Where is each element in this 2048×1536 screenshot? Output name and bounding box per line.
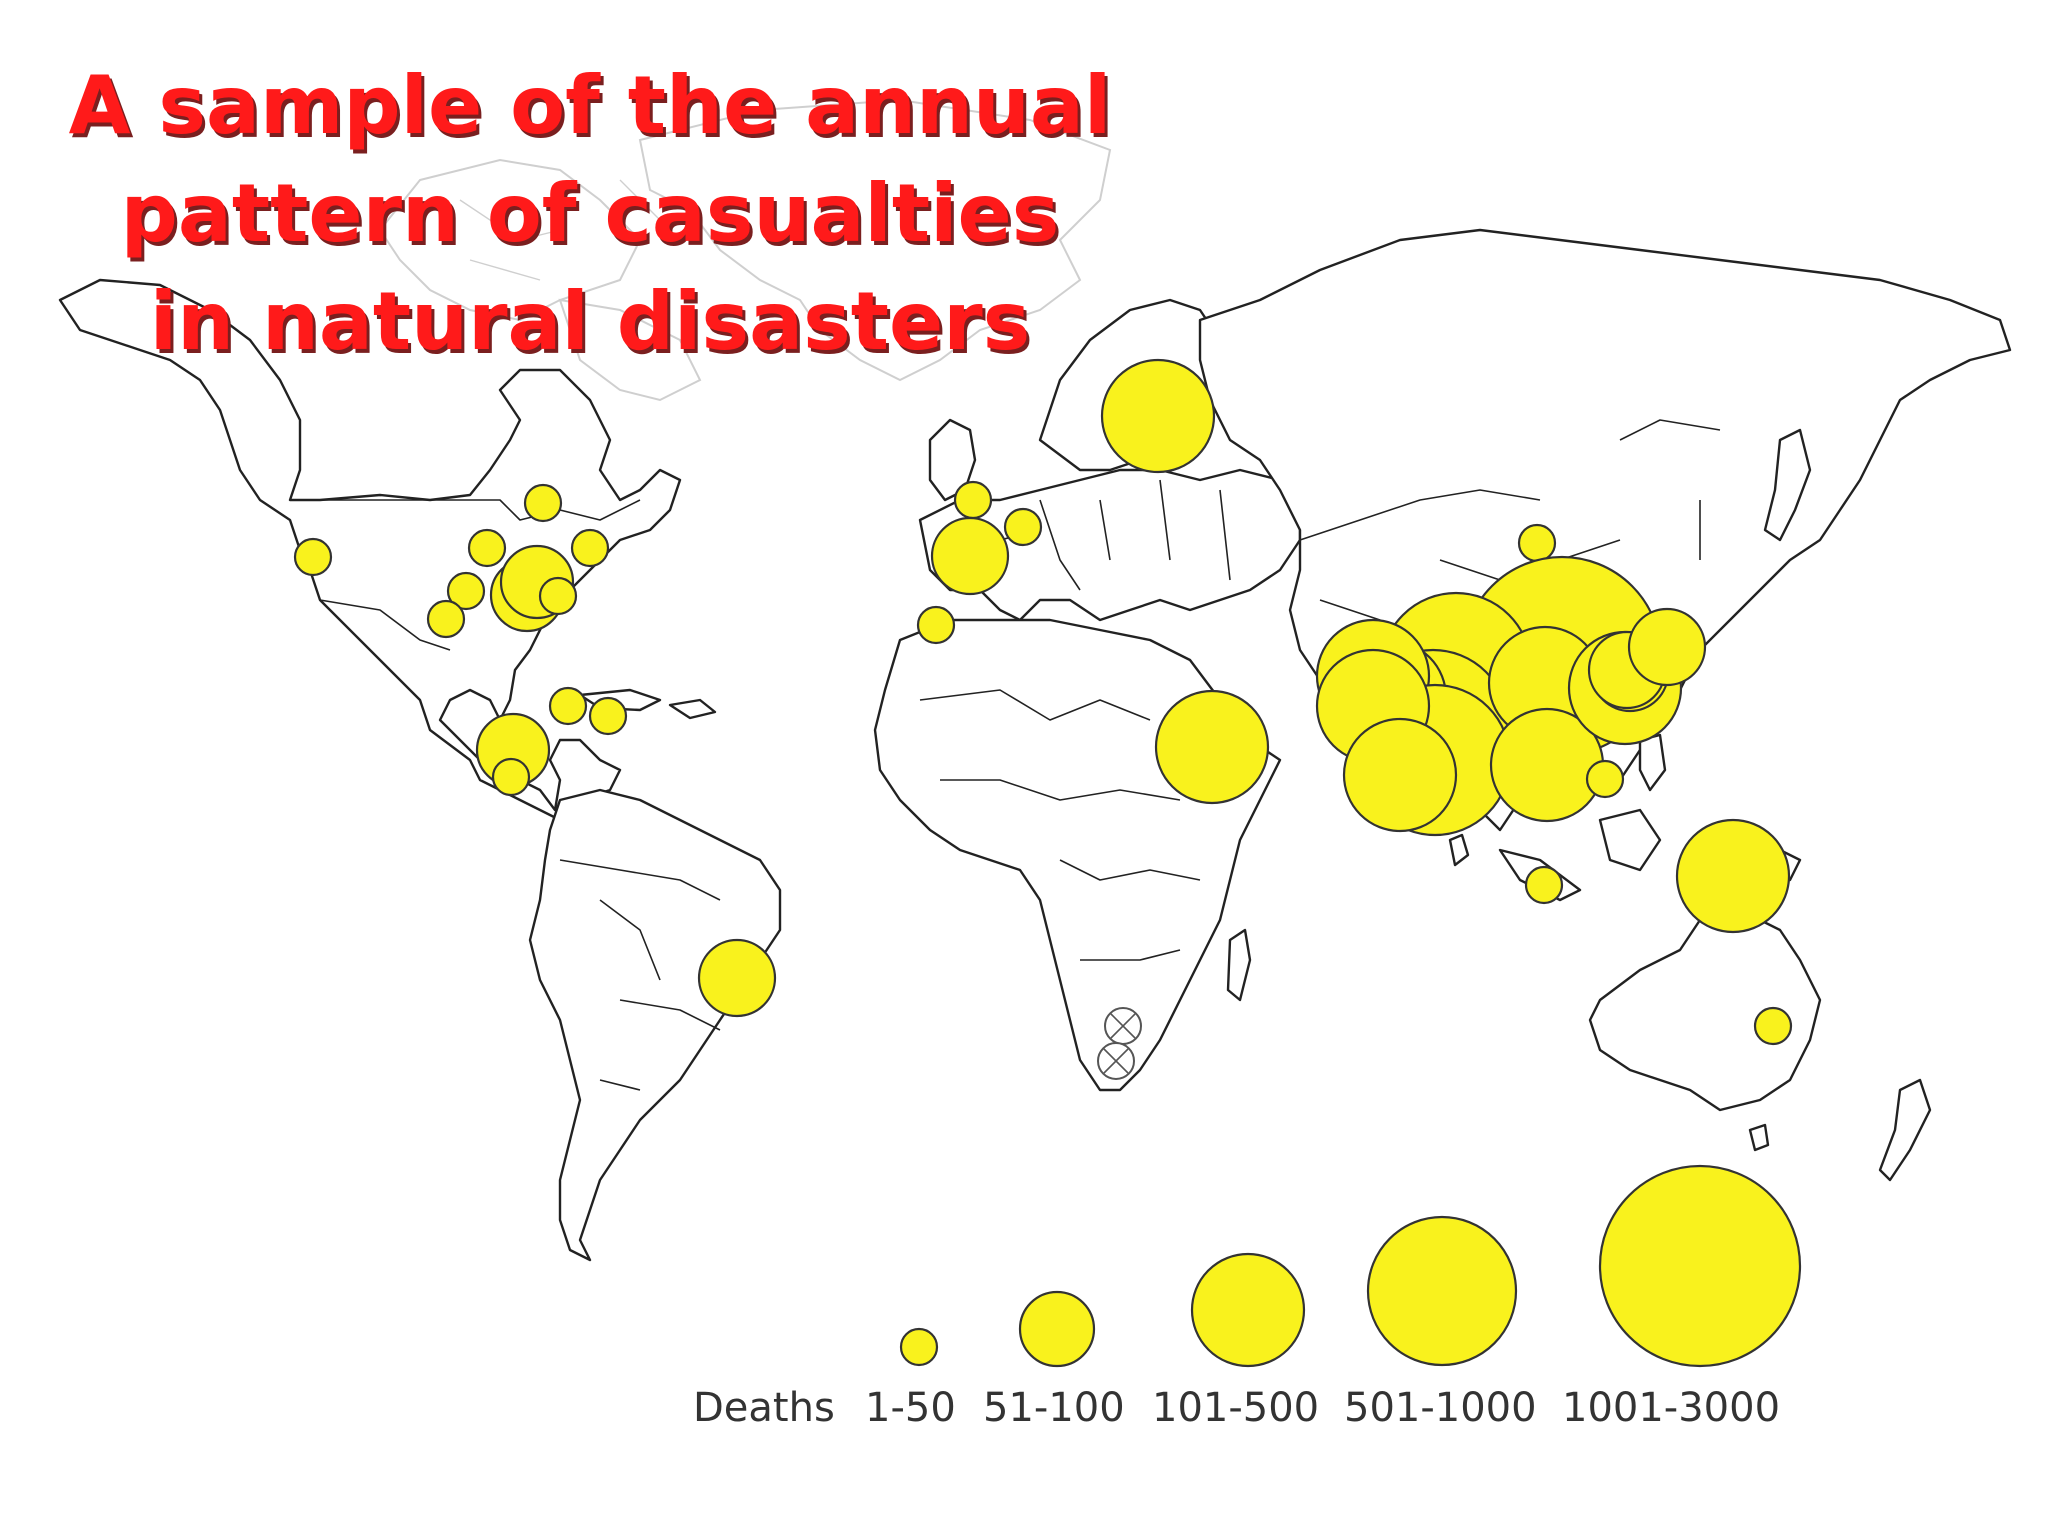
south-america-shape [528, 788, 782, 1262]
baffin-island [558, 298, 702, 402]
bubble-russia [1100, 358, 1216, 474]
legend: Deaths 1-50 51-100 101-500 501-1000 1001… [693, 1164, 1802, 1431]
disaster-bubbles [293, 358, 1793, 1080]
bubble-southern-africa-1 [1104, 1007, 1142, 1045]
bubble-ethiopia [1154, 689, 1270, 805]
tasmania [1748, 1123, 1770, 1152]
bubble-eastern-australia [1753, 1006, 1793, 1046]
legend-bubble-51-100 [1018, 1290, 1096, 1368]
title-line-2: pattern of casualties [120, 167, 1060, 260]
bubble-central-america-2 [491, 757, 531, 797]
bubble-southern-africa-2 [1097, 1042, 1135, 1080]
south-america [528, 788, 782, 1262]
legend-bubble-101-500 [1190, 1252, 1306, 1368]
bubble-papua-new-guinea [1675, 818, 1791, 934]
bubble-northeast-us [570, 528, 610, 568]
bubble-southern-india [1342, 717, 1458, 833]
bubble-brazil [697, 938, 777, 1018]
asia [1198, 228, 2012, 902]
australia-shape [1588, 908, 1822, 1112]
europe-mainland [918, 468, 1302, 622]
legend-bubble-1-50 [899, 1327, 939, 1367]
bubble-western-us [293, 537, 333, 577]
arctic-islands [378, 98, 1112, 402]
bubble-japan-korea [1627, 607, 1707, 687]
legend-label-501-1000: 501-1000 [1344, 1385, 1537, 1431]
legend-bubble-1001-3000 [1598, 1164, 1802, 1368]
bubble-southern-us-1 [446, 571, 486, 611]
bubble-great-lakes-canada [523, 483, 563, 523]
bubble-uk [953, 480, 993, 520]
bubble-northern-china [1517, 523, 1557, 563]
legend-label-51-100: 51-100 [983, 1385, 1125, 1431]
british-isles [928, 418, 977, 502]
new-zealand [1878, 1078, 1932, 1182]
borneo [1598, 808, 1662, 872]
madagascar [1226, 928, 1252, 1002]
sri-lanka [1448, 833, 1470, 867]
oceania [1588, 908, 1932, 1182]
north-america-shape [58, 278, 682, 822]
legend-label-101-500: 101-500 [1152, 1385, 1319, 1431]
bubble-morocco [916, 605, 956, 645]
bubble-philippines [1585, 759, 1625, 799]
us-mexico-border [319, 599, 451, 651]
legend-label-1001-3000: 1001-3000 [1562, 1385, 1780, 1431]
japan [1763, 428, 1812, 542]
bubble-southern-us-2 [426, 599, 466, 639]
bubble-midwest-us [467, 528, 507, 568]
greenland-shape [638, 98, 1112, 382]
bubble-java [1524, 865, 1564, 905]
north-america [58, 278, 682, 822]
title-line-3: in natural disasters [149, 275, 1031, 368]
bubble-hispaniola [588, 696, 628, 736]
legend-label-1-50: 1-50 [865, 1385, 956, 1431]
legend-bubble-501-1000 [1366, 1215, 1518, 1367]
bubble-eastern-us-3 [538, 576, 578, 616]
bubble-iberia [930, 516, 1010, 596]
bubble-italy [1003, 507, 1043, 547]
map-title: A sample of the annual pattern of casual… [40, 52, 1140, 376]
philippines [1638, 733, 1667, 792]
title-line-1: A sample of the annual [68, 59, 1112, 152]
bubble-cuba [548, 686, 588, 726]
legend-title: Deaths [693, 1385, 835, 1431]
